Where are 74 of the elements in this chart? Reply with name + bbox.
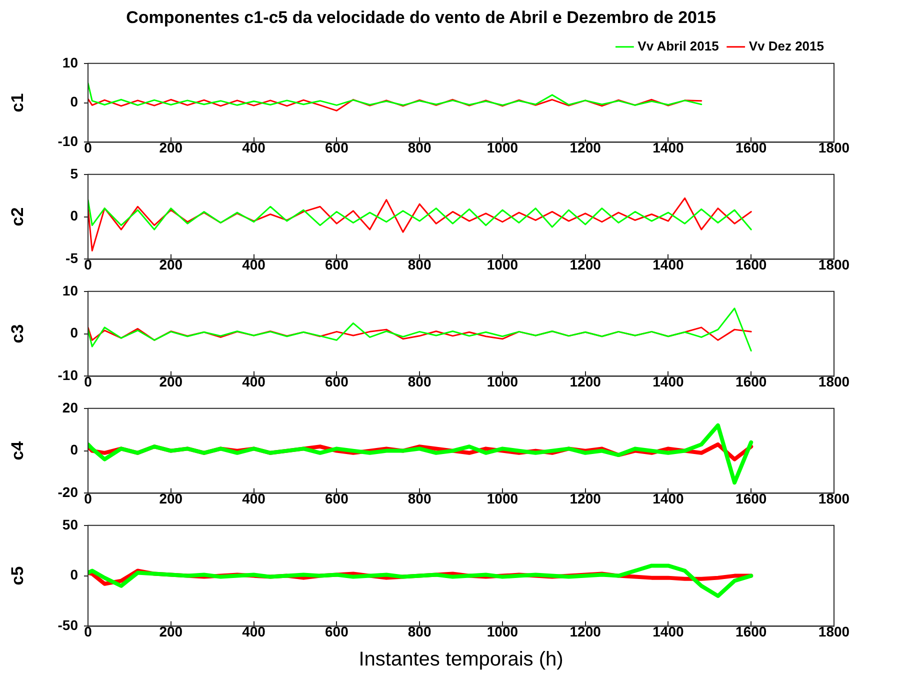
x-tick-label: 1800 [818, 256, 850, 272]
y-tick-label: 0 [70, 442, 78, 458]
x-tick-label: 0 [84, 623, 92, 640]
x-tick-label: 200 [159, 139, 183, 156]
x-tick-label: 1600 [736, 256, 767, 272]
x-tick-label: 800 [408, 490, 432, 506]
x-tick-label: 200 [159, 490, 183, 506]
x-tick-label: 400 [242, 623, 266, 640]
x-tick-label: 1000 [486, 139, 518, 156]
x-tick-label: 1800 [818, 490, 850, 506]
x-tick-label: 1600 [736, 139, 767, 156]
x-tick-label: 1800 [818, 373, 850, 390]
y-tick-label: -10 [58, 133, 78, 150]
x-tick-label: 1000 [486, 256, 518, 272]
x-tick-label: 1800 [818, 139, 850, 156]
y-tick-label: -20 [58, 484, 78, 500]
x-tick-label: 1400 [652, 139, 684, 156]
x-tick-label: 200 [159, 623, 183, 640]
chart-title: Componentes c1-c5 da velocidade do vento de Abril e Dezembro de 2015 [126, 8, 716, 27]
x-tick-label: 200 [159, 373, 183, 390]
x-tick-label: 400 [242, 256, 266, 272]
y-tick-label: 10 [62, 282, 78, 298]
x-tick-label: 1000 [486, 623, 518, 640]
x-tick-label: 400 [242, 373, 266, 390]
y-tick-label: 0 [70, 94, 78, 110]
x-tick-label: 400 [242, 490, 266, 506]
x-tick-label: 600 [324, 490, 349, 506]
x-tick-label: 1400 [652, 256, 684, 272]
x-tick-label: 0 [84, 490, 92, 506]
x-tick-label: 1600 [736, 373, 767, 390]
x-tick-label: 1200 [570, 623, 602, 640]
x-tick-label: 1600 [736, 490, 767, 506]
y-tick-label: 50 [62, 516, 78, 532]
x-tick-label: 0 [84, 256, 92, 272]
x-tick-label: 0 [84, 139, 92, 156]
y-tick-label: 20 [62, 399, 78, 416]
y-axis-title: c2 [8, 207, 27, 226]
x-tick-label: 600 [324, 373, 349, 390]
x-tick-label: 1000 [486, 373, 518, 390]
x-tick-label: 1200 [570, 373, 602, 390]
y-tick-label: 0 [70, 324, 78, 341]
y-axis-title: c1 [8, 93, 27, 112]
y-tick-label: 5 [70, 165, 78, 182]
x-tick-label: 1400 [652, 623, 684, 640]
x-tick-label: 0 [84, 373, 92, 390]
y-tick-label: 10 [62, 54, 78, 70]
x-tick-label: 800 [408, 256, 432, 272]
x-tick-label: 1200 [570, 256, 602, 272]
legend-label: Vv Abril 2015 [638, 38, 719, 54]
y-axis-title: c3 [8, 324, 27, 344]
y-tick-label: -5 [66, 250, 78, 266]
x-tick-label: 600 [324, 139, 349, 156]
x-tick-label: 800 [408, 373, 432, 390]
legend-label: Vv Dez 2015 [748, 38, 824, 54]
x-tick-label: 1400 [652, 490, 684, 506]
x-axis-title: Instantes temporais (h) [358, 648, 564, 671]
x-tick-label: 600 [324, 256, 349, 272]
y-tick-label: 0 [70, 566, 78, 583]
y-tick-label: 0 [70, 208, 78, 224]
x-tick-label: 800 [408, 139, 432, 156]
x-tick-label: 1600 [736, 623, 767, 640]
y-tick-label: -50 [58, 617, 78, 634]
y-axis-title: c4 [8, 440, 27, 460]
x-tick-label: 1400 [652, 373, 684, 390]
x-tick-label: 200 [159, 256, 183, 272]
x-tick-label: 400 [242, 139, 266, 156]
x-tick-label: 600 [324, 623, 349, 640]
y-axis-title: c5 [8, 566, 27, 586]
x-tick-label: 1000 [486, 490, 518, 506]
x-tick-label: 1200 [570, 490, 602, 506]
x-tick-label: 1800 [818, 623, 850, 640]
y-tick-label: -10 [58, 367, 78, 384]
x-tick-label: 800 [408, 623, 432, 640]
x-tick-label: 1200 [570, 139, 602, 156]
